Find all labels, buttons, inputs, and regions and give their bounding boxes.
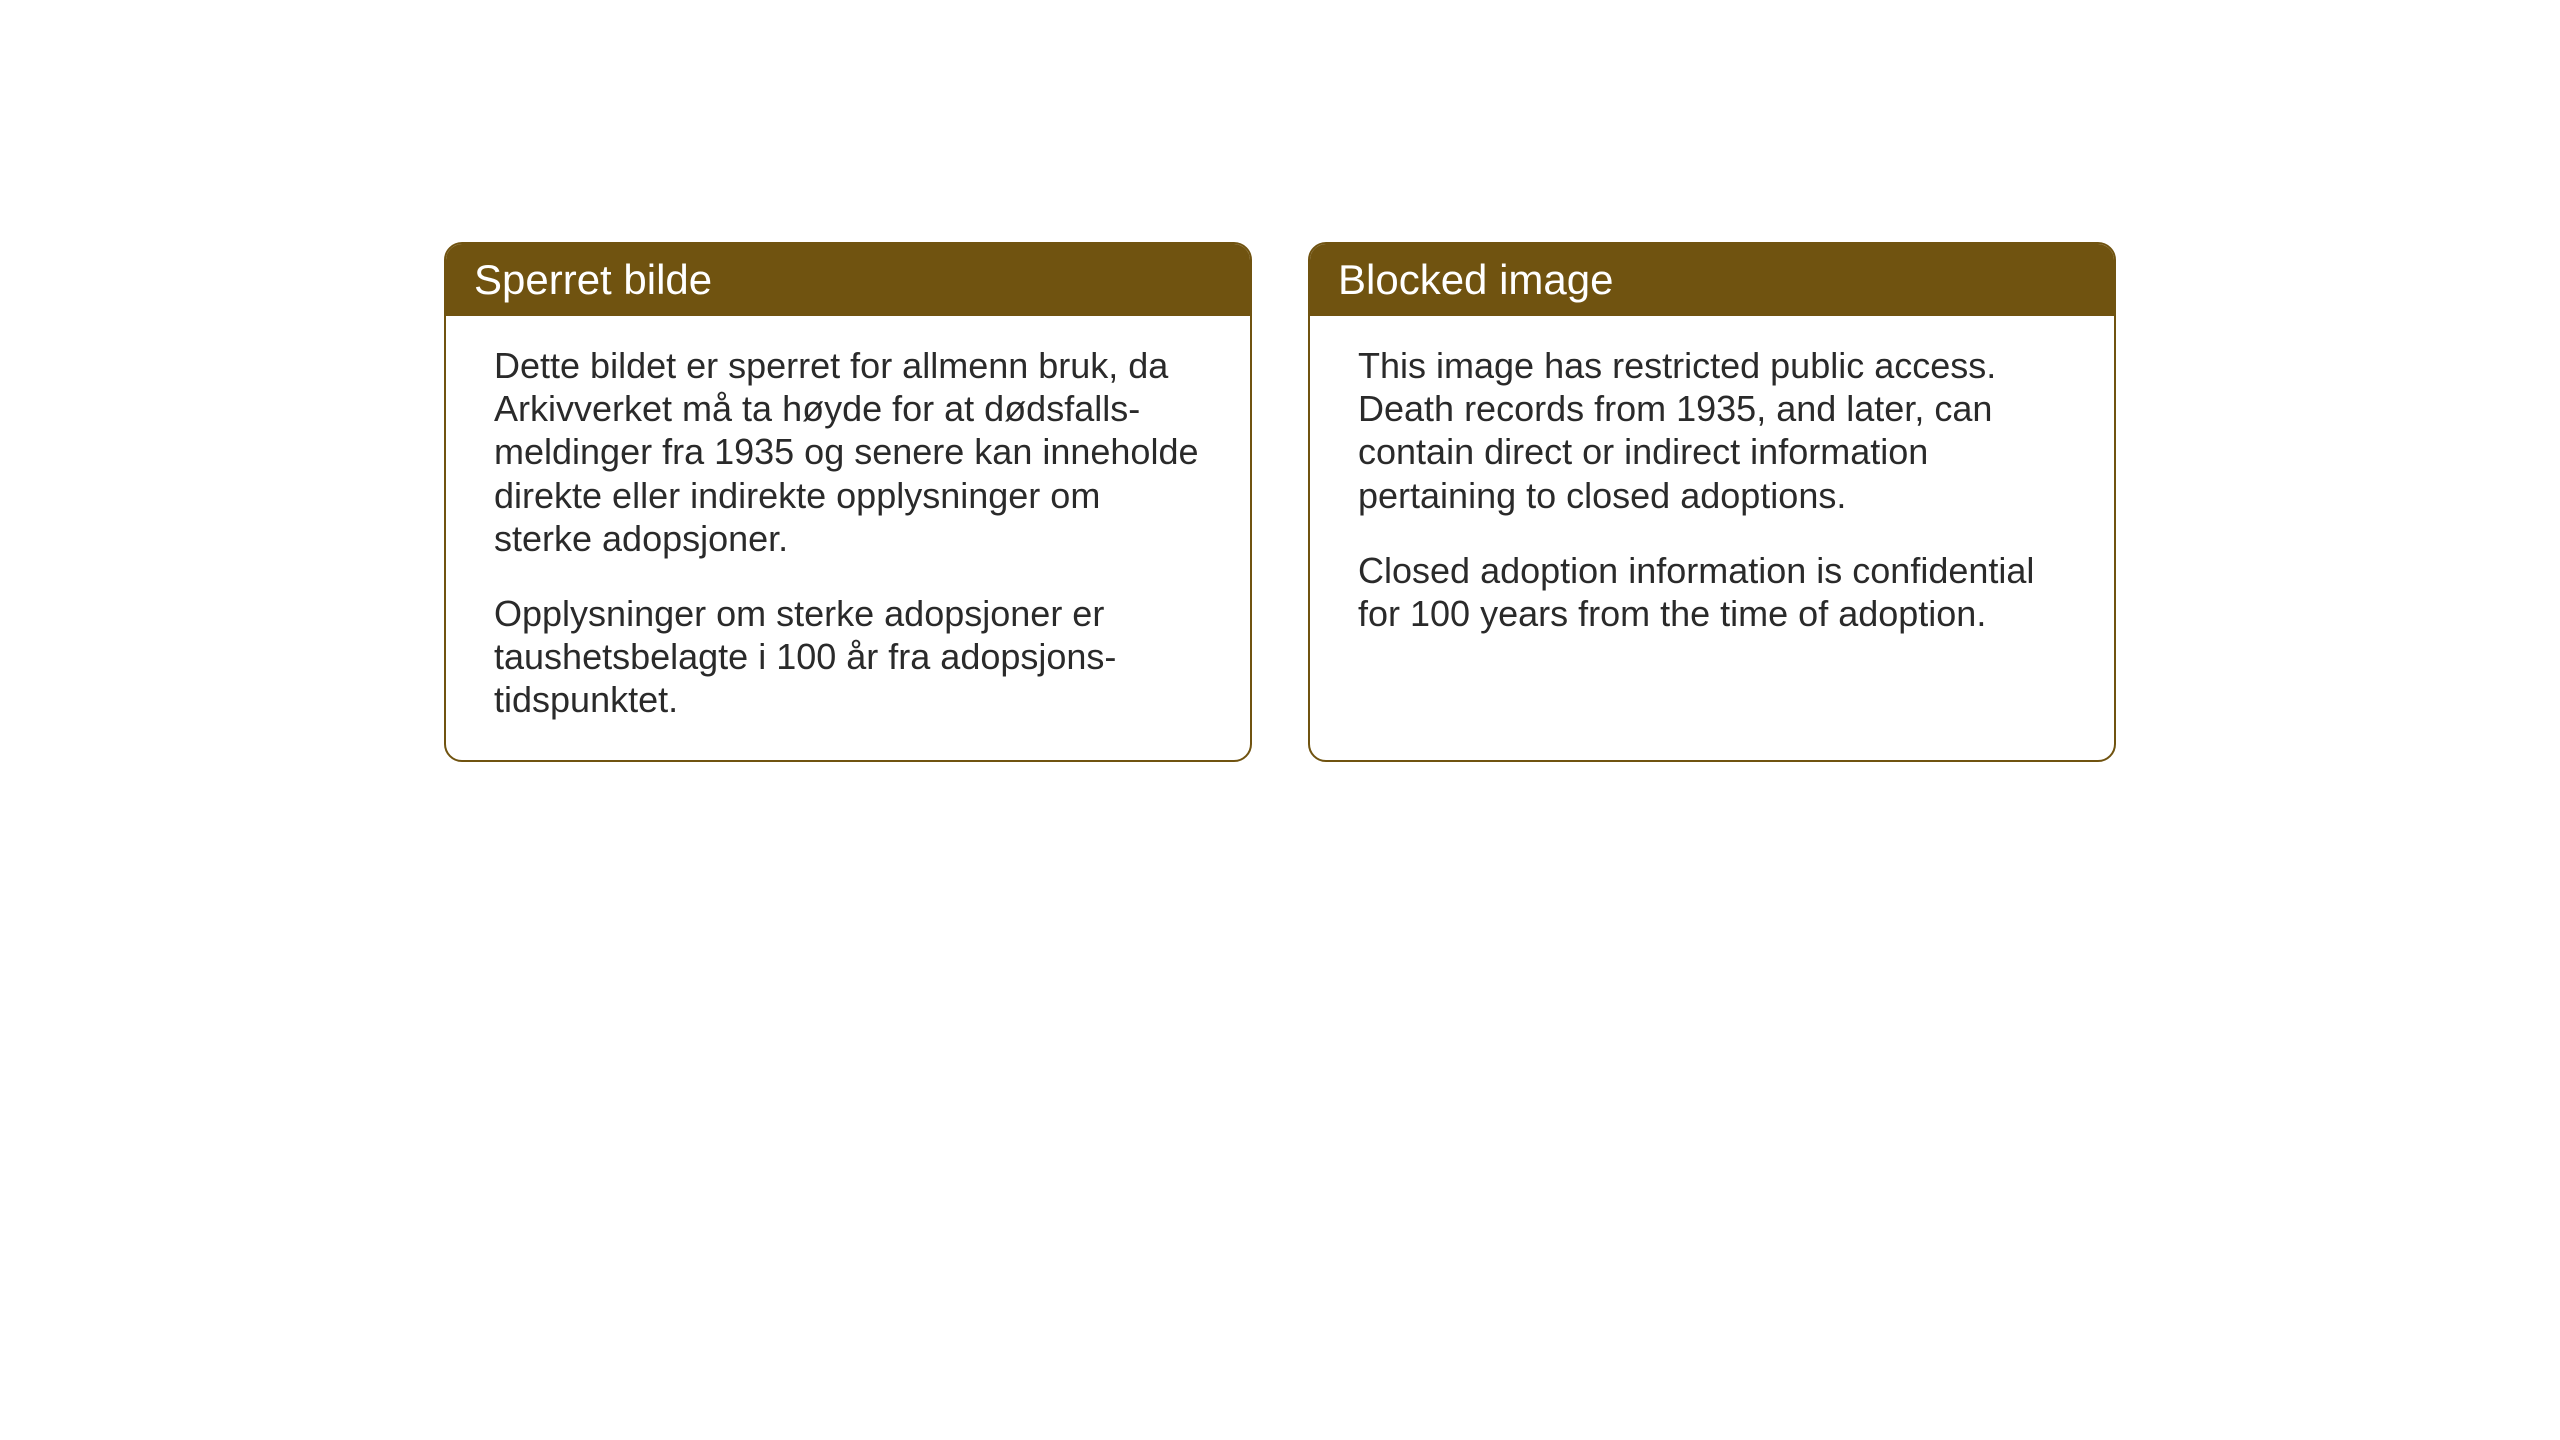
paragraph-1-norwegian: Dette bildet er sperret for allmenn bruk… (494, 344, 1202, 560)
card-title-english: Blocked image (1338, 256, 1613, 303)
card-body-english: This image has restricted public access.… (1310, 316, 2114, 673)
notice-card-english: Blocked image This image has restricted … (1308, 242, 2116, 762)
notice-card-norwegian: Sperret bilde Dette bildet er sperret fo… (444, 242, 1252, 762)
notice-container: Sperret bilde Dette bildet er sperret fo… (444, 242, 2116, 762)
card-header-norwegian: Sperret bilde (446, 244, 1250, 316)
card-header-english: Blocked image (1310, 244, 2114, 316)
paragraph-2-english: Closed adoption information is confident… (1358, 549, 2066, 635)
paragraph-1-english: This image has restricted public access.… (1358, 344, 2066, 517)
paragraph-2-norwegian: Opplysninger om sterke adopsjoner er tau… (494, 592, 1202, 722)
card-title-norwegian: Sperret bilde (474, 256, 712, 303)
card-body-norwegian: Dette bildet er sperret for allmenn bruk… (446, 316, 1250, 760)
